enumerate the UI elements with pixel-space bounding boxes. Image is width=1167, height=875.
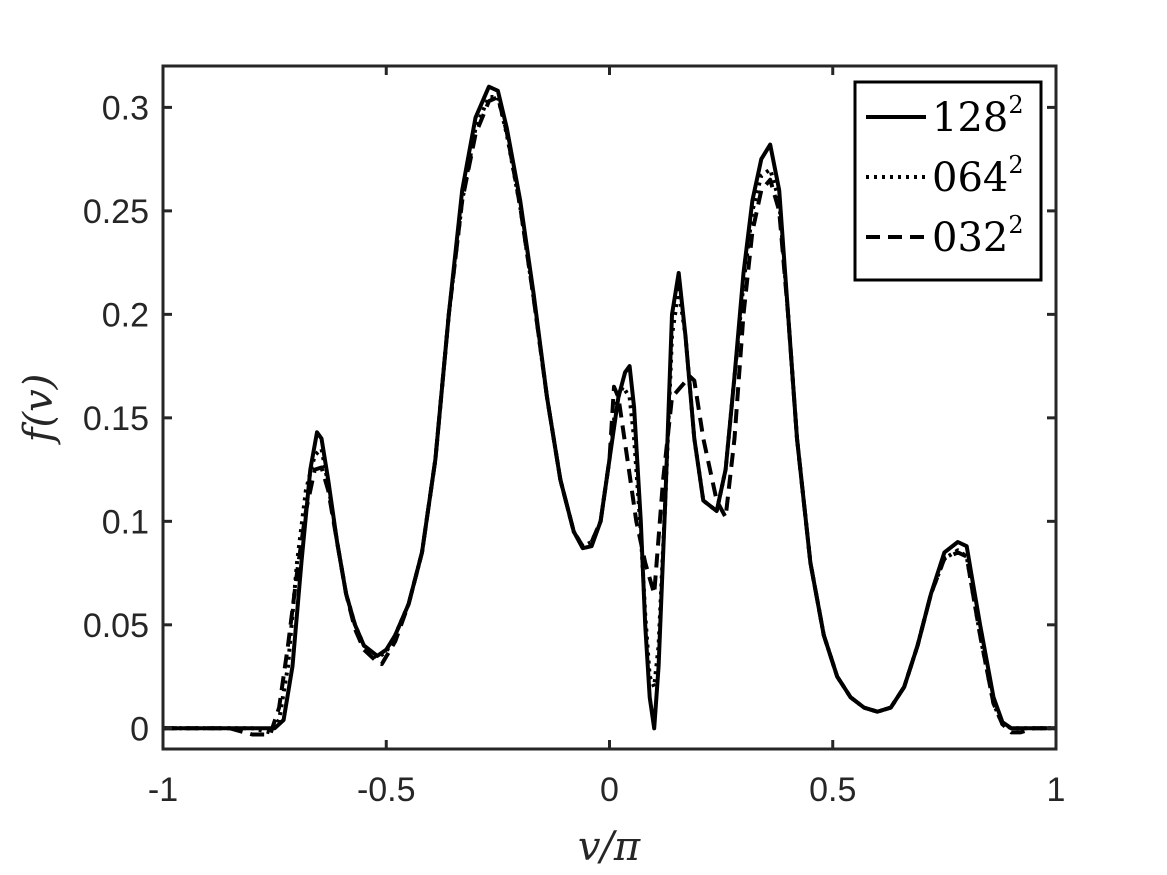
y-axis-label: f(v)	[16, 374, 62, 446]
plot-area	[163, 84, 1056, 737]
legend-label: 1282	[932, 91, 1024, 141]
x-tick-label: 0	[600, 771, 619, 809]
y-tick-label: 0.1	[102, 503, 149, 541]
x-tick-label: -1	[148, 771, 178, 809]
x-tick-labels: -1 -0.5 0 0.5 1	[148, 771, 1066, 809]
y-tick-label: 0.2	[102, 296, 149, 334]
legend: 1282 0642 0322	[853, 80, 1043, 282]
y-tick-label: 0.05	[83, 607, 149, 645]
x-tick-label: -0.5	[357, 771, 416, 809]
legend-label: 0322	[932, 211, 1024, 261]
y-tick-label: 0.15	[83, 400, 149, 438]
x-tick-label: 1	[1047, 771, 1066, 809]
series-line-solid	[163, 84, 1056, 731]
x-axis-label: v/π	[578, 824, 641, 870]
legend-label: 0642	[932, 151, 1024, 201]
y-tick-label: 0	[130, 710, 149, 748]
x-tick-label: 0.5	[809, 771, 856, 809]
y-tick-labels: 0 0.05 0.1 0.15 0.2 0.25 0.3	[83, 89, 149, 748]
y-tick-label: 0.3	[102, 89, 149, 127]
plot-frame	[161, 64, 1058, 751]
y-tick-label: 0.25	[83, 193, 149, 231]
